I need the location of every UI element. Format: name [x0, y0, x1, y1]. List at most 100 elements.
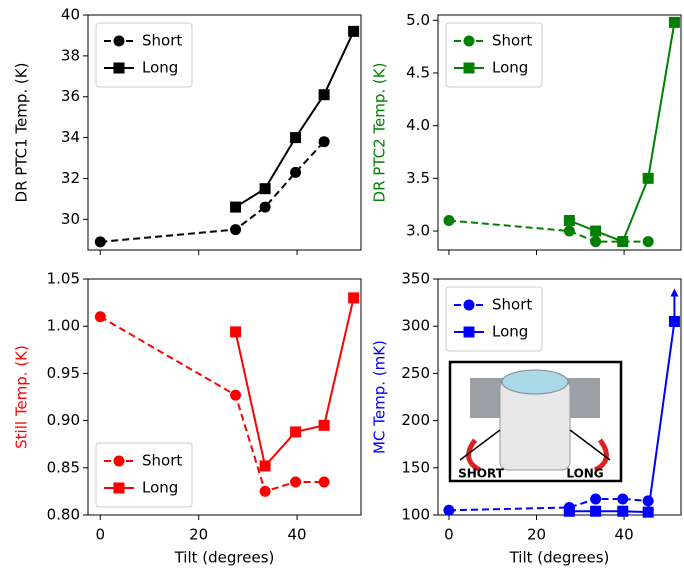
- marker: [318, 476, 330, 488]
- series-line: [100, 141, 325, 243]
- x-axis-label: Tilt (degrees): [509, 549, 610, 567]
- x-tick-label: 40: [615, 526, 634, 544]
- legend-marker: [463, 299, 475, 311]
- y-tick-label: 0.80: [47, 506, 80, 524]
- marker: [563, 225, 575, 237]
- marker: [443, 214, 455, 226]
- y-tick-label: 30: [61, 210, 80, 228]
- y-axis-label: DR PTC2 Temp. (K): [371, 63, 389, 203]
- y-axis-label: Still Temp. (K): [13, 345, 31, 449]
- y-tick-label: 38: [61, 46, 80, 64]
- legend-label: Short: [142, 32, 182, 50]
- series-line: [568, 22, 676, 243]
- plot-frame: [87, 278, 362, 516]
- photo-axis-line: [459, 429, 501, 461]
- legend-label: Short: [142, 452, 182, 470]
- x-tick-label: 20: [527, 526, 546, 544]
- marker: [348, 292, 360, 304]
- legend-label: Long: [492, 59, 528, 77]
- marker: [230, 224, 242, 236]
- plot-frame: [437, 14, 682, 251]
- marker: [290, 426, 302, 438]
- y-tick-label: 1.00: [47, 317, 80, 335]
- y-tick-label: 0.85: [47, 458, 80, 476]
- y-tick-label: 4.0: [406, 116, 430, 134]
- marker: [259, 201, 271, 213]
- legend-label: Long: [492, 323, 528, 341]
- x-tick-label: 0: [444, 526, 454, 544]
- marker: [94, 311, 106, 323]
- marker: [590, 493, 602, 505]
- marker: [617, 236, 629, 248]
- marker: [290, 132, 302, 144]
- marker: [668, 16, 680, 28]
- inset-label: LONG: [566, 467, 603, 481]
- x-tick-label: 20: [189, 526, 208, 544]
- marker: [290, 476, 302, 488]
- series-line: [234, 297, 355, 469]
- legend-marker: [463, 62, 475, 74]
- photo-arrow: [466, 438, 482, 473]
- inset-label: SHORT: [458, 467, 505, 481]
- x-tick-label: 0: [96, 526, 106, 544]
- legend-marker: [113, 455, 125, 467]
- legend-label: Long: [142, 479, 178, 497]
- plot-frame: [87, 14, 362, 251]
- marker: [230, 389, 242, 401]
- y-tick-label: 1.05: [47, 270, 80, 288]
- y-tick-label: 350: [401, 270, 430, 288]
- y-tick-label: 250: [401, 364, 430, 382]
- legend-marker: [113, 482, 125, 494]
- plot-frame: [437, 278, 682, 516]
- inset-photo: SHORT LONG: [448, 360, 623, 483]
- y-tick-label: 4.5: [406, 63, 430, 81]
- marker: [230, 326, 242, 338]
- legend-marker: [113, 62, 125, 74]
- y-tick-label: 0.95: [47, 364, 80, 382]
- marker: [290, 166, 302, 178]
- legend-marker: [463, 326, 475, 338]
- y-axis-label: MC Temp. (mK): [371, 340, 389, 454]
- marker: [563, 214, 575, 226]
- y-tick-label: 40: [61, 6, 80, 24]
- marker: [590, 505, 602, 517]
- y-tick-label: 200: [401, 411, 430, 429]
- marker: [617, 493, 629, 505]
- legend-label: Short: [492, 296, 532, 314]
- y-tick-label: 36: [61, 87, 80, 105]
- marker: [590, 225, 602, 237]
- series-line: [235, 30, 355, 208]
- y-tick-label: 300: [401, 317, 430, 335]
- marker: [642, 236, 654, 248]
- y-tick-label: 3.5: [406, 169, 430, 187]
- photo-window: [501, 369, 569, 395]
- y-tick-label: 34: [61, 128, 80, 146]
- marker: [617, 505, 629, 517]
- marker: [318, 136, 330, 148]
- marker: [259, 183, 271, 195]
- marker: [348, 25, 360, 37]
- error-arrow: [670, 288, 679, 297]
- legend-marker: [113, 35, 125, 47]
- legend-label: Long: [142, 59, 178, 77]
- marker: [259, 460, 271, 472]
- marker: [642, 172, 654, 184]
- marker: [642, 495, 654, 507]
- x-tick-label: 40: [288, 526, 307, 544]
- y-tick-label: 150: [401, 458, 430, 476]
- y-tick-label: 3.0: [406, 222, 430, 240]
- legend-marker: [463, 35, 475, 47]
- y-tick-label: 5.0: [406, 11, 430, 29]
- y-tick-label: 100: [401, 506, 430, 524]
- marker: [563, 505, 575, 517]
- marker: [259, 485, 271, 497]
- legend-label: Short: [492, 32, 532, 50]
- marker: [230, 201, 242, 213]
- marker: [668, 315, 680, 327]
- x-axis-label: Tilt (degrees): [174, 549, 275, 567]
- y-tick-label: 32: [61, 169, 80, 187]
- marker: [94, 236, 106, 248]
- marker: [318, 89, 330, 101]
- marker: [642, 506, 654, 518]
